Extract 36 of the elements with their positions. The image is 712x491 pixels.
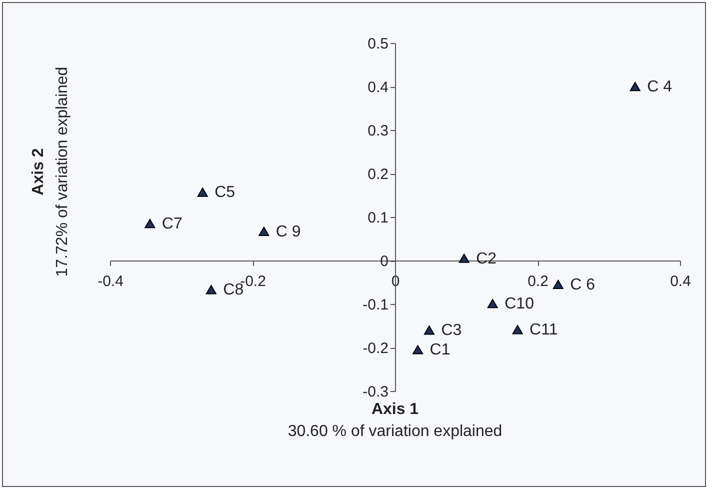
point xyxy=(552,280,564,290)
y-axis-title: Axis 2 xyxy=(30,148,47,196)
data-label: C1 xyxy=(430,342,450,359)
data-label: C 9 xyxy=(276,223,301,240)
data-label: C7 xyxy=(162,216,182,233)
point xyxy=(258,226,270,236)
y-tick-label: 0.3 xyxy=(368,122,388,140)
data-label: C5 xyxy=(214,184,236,202)
point xyxy=(630,82,640,92)
point xyxy=(424,325,434,335)
text: 17.72% of variation explained xyxy=(54,66,71,277)
data-label: C10 xyxy=(504,296,534,313)
data-label: C3 xyxy=(441,322,462,340)
point xyxy=(197,188,208,197)
y-tick-label: 0.2 xyxy=(368,166,388,183)
y-tick-label: -0.3 xyxy=(362,384,388,400)
data-label: C8 xyxy=(223,282,244,299)
y-tick-label: 0.5 xyxy=(368,36,388,52)
point xyxy=(412,345,424,354)
point xyxy=(512,325,523,334)
point xyxy=(206,285,216,294)
y-tick-label: 0.4 xyxy=(368,79,388,96)
x-tick-label: -0.4 xyxy=(98,273,124,290)
data-label: C 6 xyxy=(570,276,596,294)
y-tick-label: 0.1 xyxy=(368,210,388,226)
point xyxy=(144,218,156,228)
text: 30.60 % of variation explained xyxy=(288,423,502,440)
data-label: C11 xyxy=(530,322,558,339)
y-tick-label: -0.2 xyxy=(362,340,388,357)
point xyxy=(458,254,470,263)
x-axis-title: Axis 1 xyxy=(371,401,419,418)
x-tick-label: 0.4 xyxy=(670,273,691,290)
y-tick-label: -0.1 xyxy=(362,296,388,314)
point xyxy=(487,298,498,308)
data-label: C 4 xyxy=(647,78,672,96)
x-tick-label: 0.2 xyxy=(528,273,548,290)
